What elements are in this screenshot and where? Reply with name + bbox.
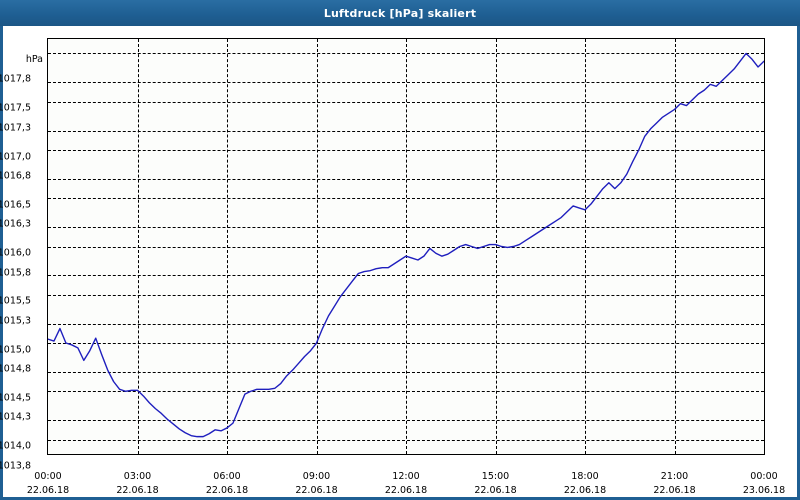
chart-canvas: hPa 1017,8 1017,5 1017,3 1017,0 1016,8 1016,5… (0, 26, 800, 498)
plot-area (47, 38, 765, 455)
y-axis-unit-label: hPa (25, 54, 43, 65)
x-axis-tick-label: 00:00 23.06.18 (724, 470, 800, 498)
x-tick-date: 22.06.18 (653, 485, 696, 496)
x-tick-date: 23.06.18 (742, 485, 786, 496)
x-tick-time: 18:00 (571, 471, 599, 482)
x-axis-tick-label: 03:00 22.06.18 (98, 470, 178, 498)
x-axis-tick-label: 00:00 22.06.18 (8, 470, 88, 498)
y-axis-tick-label: 1017,0 (0, 151, 31, 163)
series-line (48, 52, 764, 438)
x-axis-tick-label: 18:00 22.06.18 (545, 470, 625, 498)
y-axis-tick-label: 1016,3 (0, 218, 31, 230)
x-tick-date: 22.06.18 (116, 485, 159, 496)
x-tick-date: 22.06.18 (295, 485, 338, 496)
x-tick-time: 06:00 (213, 471, 241, 482)
axis-label-layer: 1017,8 1017,5 1017,3 1017,0 1016,8 1016,5 1016… (0, 26, 800, 498)
x-tick-time: 09:00 (302, 471, 331, 482)
x-tick-time: 12:00 (392, 471, 420, 482)
y-axis-tick-label: 1017,8 (0, 73, 31, 85)
y-axis-tick-label: 1015,3 (0, 315, 31, 327)
x-tick-date: 22.06.18 (474, 485, 517, 496)
y-axis-tick-label: 1017,3 (0, 122, 31, 134)
x-axis-tick-label: 12:00 22.06.18 (366, 470, 446, 498)
y-axis-tick-label: 1014,8 (0, 363, 31, 375)
y-axis-tick-label: 1016,8 (0, 170, 31, 182)
x-tick-time: 00:00 (34, 471, 62, 482)
y-axis-tick-label: 1015,0 (0, 344, 31, 356)
x-axis-tick-label: 21:00 22.06.18 (635, 470, 715, 498)
y-axis-tick-label: 1015,5 (0, 295, 31, 307)
window-titlebar: Luftdruck [hPa] skaliert (0, 0, 800, 26)
x-tick-time: 15:00 (481, 471, 510, 482)
pressure-line-series (48, 52, 764, 438)
x-tick-date: 22.06.18 (563, 485, 607, 496)
y-axis-tick-label: 1013,8 (0, 460, 31, 472)
y-axis-tick-label: 1014,0 (0, 440, 31, 452)
y-axis-tick-label: 1015,8 (0, 267, 31, 278)
y-axis-tick-label: 1016,0 (0, 247, 31, 259)
x-axis-tick-label: 15:00 22.06.18 (456, 470, 536, 498)
x-tick-date: 22.06.18 (26, 485, 70, 496)
x-tick-time: 00:00 (750, 471, 778, 482)
y-axis-tick-label: 1016,5 (0, 199, 31, 211)
gridline-vertical (585, 39, 586, 454)
gridline-vertical (316, 39, 318, 454)
x-tick-time: 21:00 (660, 471, 689, 482)
x-tick-date: 22.06.18 (384, 485, 428, 496)
x-axis-tick-label: 06:00 22.06.18 (187, 470, 267, 498)
y-axis-tick-label: 1014,3 (0, 411, 31, 423)
y-axis-tick-label: 1014,5 (0, 392, 31, 404)
gridline-vertical (406, 39, 407, 454)
x-tick-time: 03:00 (123, 471, 152, 482)
gridline-vertical (137, 39, 139, 454)
gridline-vertical (227, 39, 228, 454)
y-axis-tick-label: 1017,5 (0, 102, 31, 114)
gridline-vertical (674, 39, 676, 454)
x-axis-tick-label: 09:00 22.06.18 (277, 470, 357, 498)
page-title: Luftdruck [hPa] skaliert (323, 6, 477, 20)
x-tick-date: 22.06.18 (205, 485, 249, 496)
gridline-vertical (495, 39, 497, 454)
